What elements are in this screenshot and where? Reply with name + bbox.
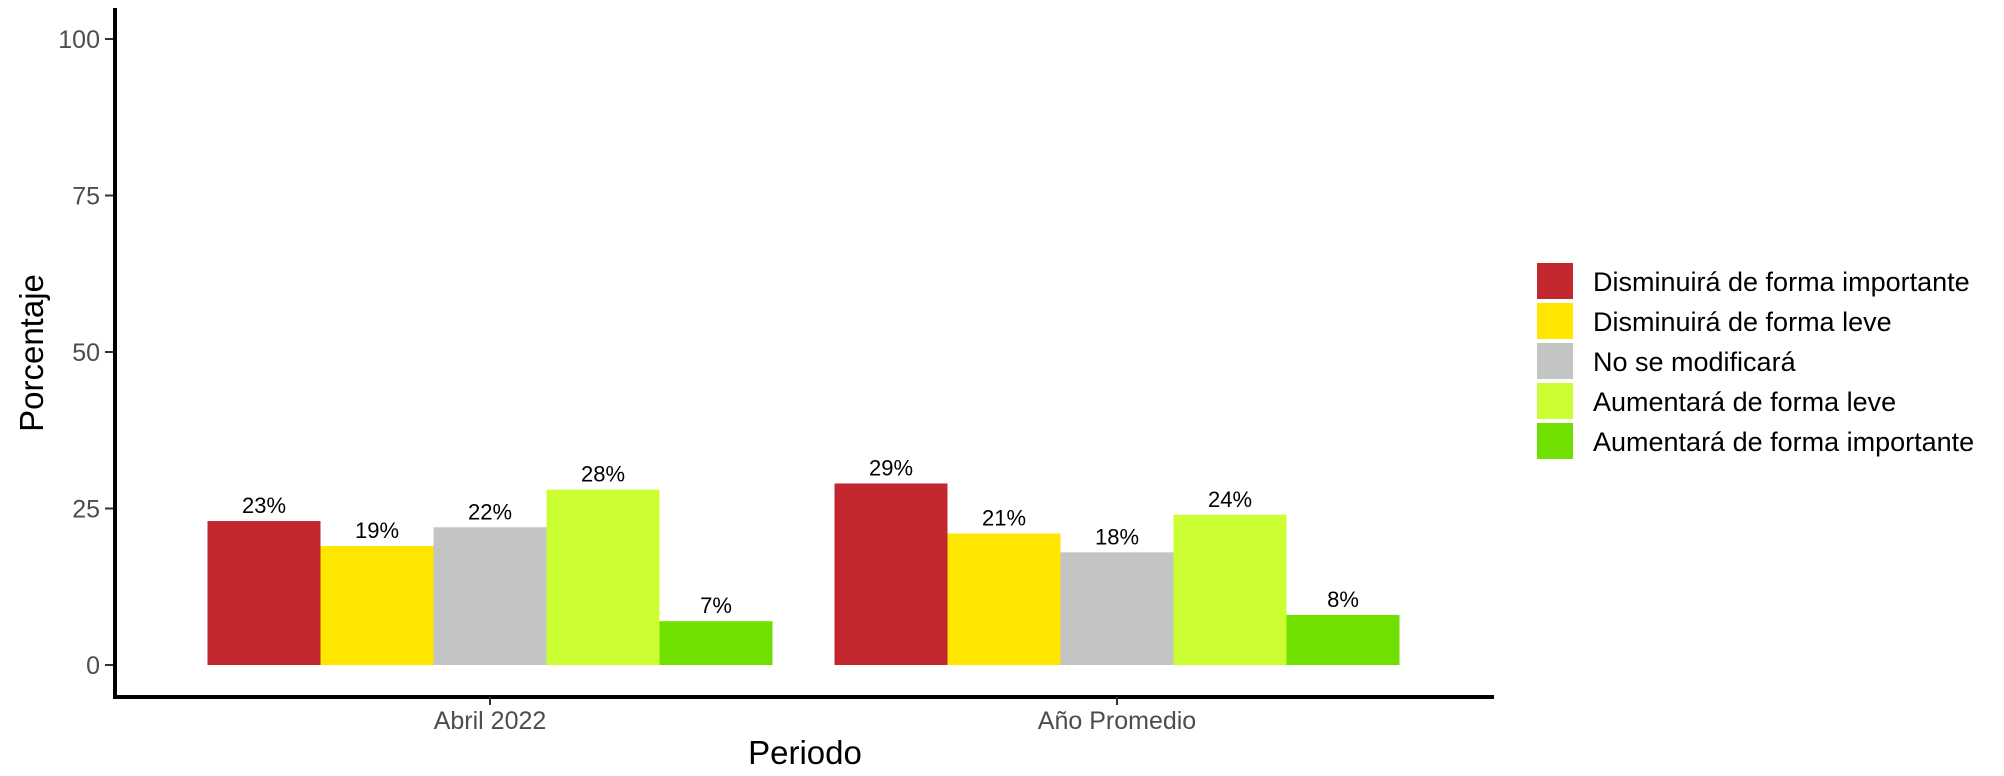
- y-tick-label: 100: [58, 26, 100, 54]
- y-tick-label: 25: [72, 496, 100, 524]
- y-tick-label: 50: [72, 339, 100, 367]
- x-axis-ticks: Abril 2022 Año Promedio: [434, 697, 1196, 735]
- bar-value-label: 22%: [468, 499, 512, 524]
- bar: [1173, 514, 1287, 665]
- bar: [207, 521, 321, 665]
- x-tick-label: Abril 2022: [434, 707, 547, 735]
- legend: Disminuirá de forma importante Disminuirá…: [1537, 263, 1974, 459]
- bar: [1060, 552, 1174, 665]
- bar: [433, 527, 547, 665]
- legend-label: Disminuirá de forma leve: [1593, 307, 1892, 337]
- x-tick-label: Año Promedio: [1038, 707, 1196, 735]
- bar: [834, 483, 948, 665]
- bar: [1286, 614, 1400, 665]
- bar-value-label: 23%: [242, 493, 286, 518]
- legend-label: Aumentará de forma importante: [1593, 427, 1974, 457]
- x-axis-title: Periodo: [748, 734, 862, 771]
- bar-value-label: 19%: [355, 518, 399, 543]
- legend-swatch: [1537, 343, 1573, 379]
- bar-value-label: 24%: [1208, 487, 1252, 512]
- bar-labels: 23% 19% 22% 28% 7% 29% 21% 18% 24% 8%: [242, 455, 1359, 618]
- bar-value-label: 28%: [581, 462, 625, 487]
- y-axis-ticks: 0 25 50 75 100: [58, 26, 115, 680]
- y-axis-title: Porcentaje: [13, 274, 50, 432]
- legend-swatch: [1537, 303, 1573, 339]
- y-tick-label: 75: [72, 183, 100, 211]
- bar-value-label: 7%: [700, 593, 732, 618]
- legend-swatch: [1537, 383, 1573, 419]
- bars: [207, 483, 1400, 665]
- bar-value-label: 18%: [1095, 524, 1139, 549]
- bar: [546, 489, 660, 665]
- legend-swatch: [1537, 423, 1573, 459]
- y-tick-label: 0: [86, 652, 100, 680]
- bar-value-label: 21%: [982, 506, 1026, 531]
- bar-value-label: 29%: [869, 455, 913, 480]
- bar: [947, 533, 1061, 665]
- bar: [320, 546, 434, 665]
- bar: [659, 621, 773, 665]
- legend-label: Aumentará de forma leve: [1593, 387, 1896, 417]
- legend-label: No se modificará: [1593, 347, 1797, 377]
- legend-swatch: [1537, 263, 1573, 299]
- bar-value-label: 8%: [1327, 587, 1359, 612]
- legend-label: Disminuirá de forma importante: [1593, 267, 1970, 297]
